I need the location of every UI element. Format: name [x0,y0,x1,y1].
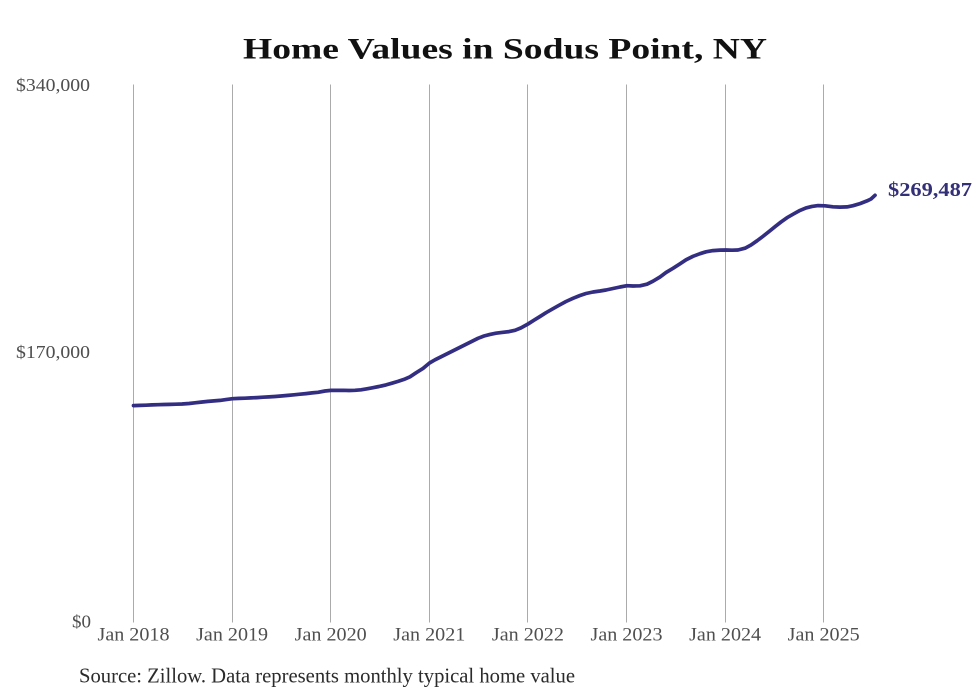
svg-text:Jan 2024: Jan 2024 [689,626,761,646]
svg-text:Source: Zillow. Data represent: Source: Zillow. Data represents monthly … [79,664,575,687]
svg-text:$170,000: $170,000 [16,342,90,362]
svg-text:$269,487: $269,487 [888,179,972,201]
svg-text:Jan 2025: Jan 2025 [788,626,860,646]
svg-text:Jan 2018: Jan 2018 [98,626,170,646]
svg-text:Jan 2020: Jan 2020 [295,626,367,646]
svg-text:$340,000: $340,000 [16,75,90,95]
svg-text:Jan 2019: Jan 2019 [196,626,268,646]
svg-text:$0: $0 [72,612,91,632]
svg-text:Home Values in Sodus Point, NY: Home Values in Sodus Point, NY [243,33,767,66]
svg-text:Jan 2022: Jan 2022 [492,626,564,646]
svg-text:Jan 2021: Jan 2021 [393,626,465,646]
svg-text:Jan 2023: Jan 2023 [591,626,663,646]
